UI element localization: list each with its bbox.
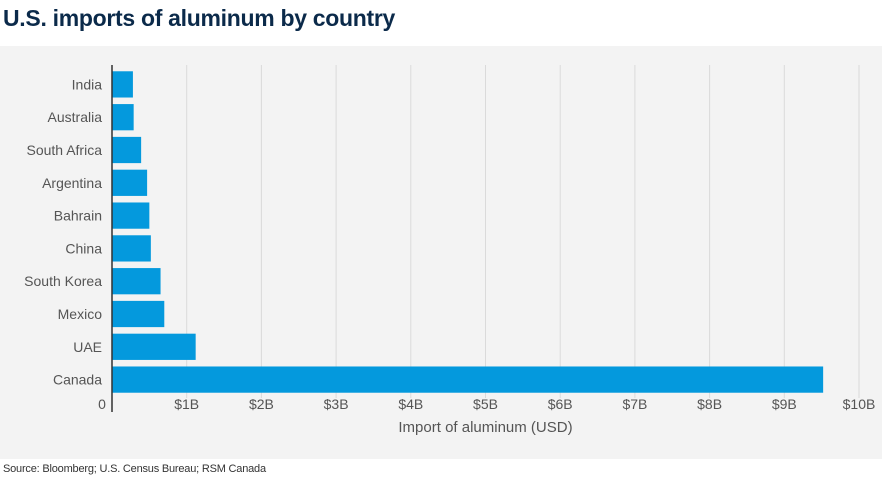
x-tick-label: $1B: [174, 396, 199, 412]
bar-south-korea: [112, 268, 161, 295]
category-label: Bahrain: [54, 208, 102, 224]
bar-india: [112, 71, 133, 98]
x-tick-label: $3B: [324, 396, 349, 412]
x-tick-label: $2B: [249, 396, 274, 412]
x-tick-label: $9B: [772, 396, 797, 412]
x-tick-label: $8B: [697, 396, 722, 412]
bar-china: [112, 235, 151, 262]
x-tick-label: $4B: [398, 396, 423, 412]
x-axis-title: Import of aluminum (USD): [398, 419, 572, 436]
category-label: India: [72, 76, 103, 92]
source-note: Source: Bloomberg; U.S. Census Bureau; R…: [3, 463, 266, 475]
chart-title: U.S. imports of aluminum by country: [3, 5, 396, 31]
plot-panel: India Australia South Africa Argentina Bahra…: [0, 46, 882, 459]
x-tick-label: 0: [98, 396, 106, 412]
bar-uae: [112, 333, 196, 360]
bar-mexico: [112, 300, 165, 328]
bar-bahrain: [112, 202, 150, 229]
x-tick-label: $5B: [473, 396, 498, 412]
category-label: South Africa: [27, 142, 103, 158]
bar-south-africa: [112, 136, 142, 164]
category-label: South Korea: [24, 273, 102, 289]
x-tick-label: $6B: [548, 396, 573, 412]
bar-chart: India Australia South Africa Argentina Bahra…: [24, 65, 876, 436]
category-label: China: [65, 240, 102, 256]
category-label: Australia: [48, 109, 103, 125]
category-label: UAE: [73, 339, 102, 355]
category-label: Mexico: [58, 306, 103, 322]
x-tick-label: $7B: [622, 396, 647, 412]
bar-canada: [112, 366, 824, 393]
category-label: Argentina: [42, 175, 102, 191]
category-label: Canada: [53, 372, 102, 388]
bar-australia: [112, 104, 134, 131]
bar-argentina: [112, 169, 148, 196]
x-tick-label: $10B: [843, 396, 876, 412]
